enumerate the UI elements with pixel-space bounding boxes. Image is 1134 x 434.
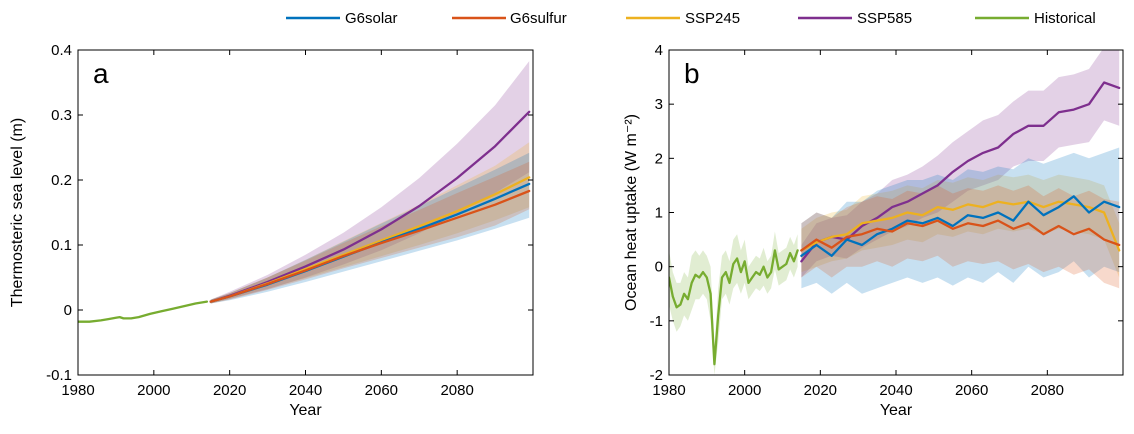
panel-letter: a: [93, 58, 109, 89]
legend-label-historical: Historical: [1034, 10, 1096, 27]
series-line-g6sulfur: [209, 189, 531, 303]
y-tick-label: 2: [655, 150, 663, 167]
x-tick-label: 2060: [955, 382, 988, 399]
y-tick-label: 0: [64, 302, 72, 319]
band-ssp585: [210, 61, 530, 304]
x-axis-title: Year: [880, 402, 913, 419]
x-tick-label: 2060: [365, 382, 398, 399]
y-tick-label: 0.1: [51, 237, 72, 254]
y-tick-label: 3: [655, 96, 663, 113]
legend: G6solar G6sulfur SSP245 SSP585 Historical: [286, 10, 1096, 27]
y-tick-label: 4: [655, 42, 663, 59]
x-tick-label: 2020: [804, 382, 837, 399]
panel-letter: b: [684, 58, 700, 89]
band-ssp245: [210, 142, 530, 304]
x-tick-label: 2000: [137, 382, 170, 399]
series-line-historical: [669, 249, 799, 366]
x-tick-label: 2040: [879, 382, 912, 399]
plot-area: [669, 50, 1121, 375]
y-tick-label: -1: [650, 313, 663, 330]
y-tick-label: -2: [650, 367, 663, 384]
series-line-g6solar: [800, 195, 1121, 257]
y-tick-label: -0.1: [46, 367, 72, 384]
x-tick-label: 1980: [61, 382, 94, 399]
y-axis-title: Thermosteric sea level (m): [9, 118, 26, 307]
y-tick-label: 0.3: [51, 107, 72, 124]
x-tick-label: 2080: [440, 382, 473, 399]
y-tick-label: 0.2: [51, 172, 72, 189]
legend-label-ssp585: SSP585: [857, 10, 912, 27]
x-tick-label: 2000: [728, 382, 761, 399]
legend-item-g6solar: G6solar: [286, 10, 398, 27]
x-tick-label: 2040: [289, 382, 322, 399]
y-tick-label: 0.4: [51, 42, 72, 59]
y-axis-title: Ocean heat uptake (W m⁻²): [623, 114, 640, 311]
band-g6sulfur: [210, 161, 530, 304]
y-tick-label: 0: [655, 259, 663, 276]
series-line-g6sulfur: [800, 219, 1121, 252]
panel-a: 1980 2000 2020 2040 2060 2080 -0.1 0 0.1 0.2 0.3 0.…: [9, 42, 534, 419]
legend-item-g6sulfur: G6sulfur: [452, 10, 567, 27]
plot-area: [78, 61, 531, 323]
band-g6solar: [210, 152, 530, 304]
x-tick-label: 1980: [652, 382, 685, 399]
panel-b: 1980 2000 2020 2040 2060 2080 -2 -1 0 1 2 3 4 Year Oce…: [623, 42, 1124, 419]
x-tick-label: 2020: [213, 382, 246, 399]
legend-label-g6sulfur: G6sulfur: [510, 10, 567, 27]
legend-item-ssp585: SSP585: [798, 10, 912, 27]
legend-item-ssp245: SSP245: [626, 10, 740, 27]
series-line-ssp585: [800, 81, 1121, 263]
band-historical: [669, 231, 798, 375]
series-line-historical: [78, 300, 209, 323]
x-axis-title: Year: [289, 402, 322, 419]
y-tick-label: 1: [655, 205, 663, 222]
legend-item-historical: Historical: [975, 10, 1096, 27]
x-tick-label: 2080: [1031, 382, 1064, 399]
legend-label-ssp245: SSP245: [685, 10, 740, 27]
legend-label-g6solar: G6solar: [345, 10, 398, 27]
